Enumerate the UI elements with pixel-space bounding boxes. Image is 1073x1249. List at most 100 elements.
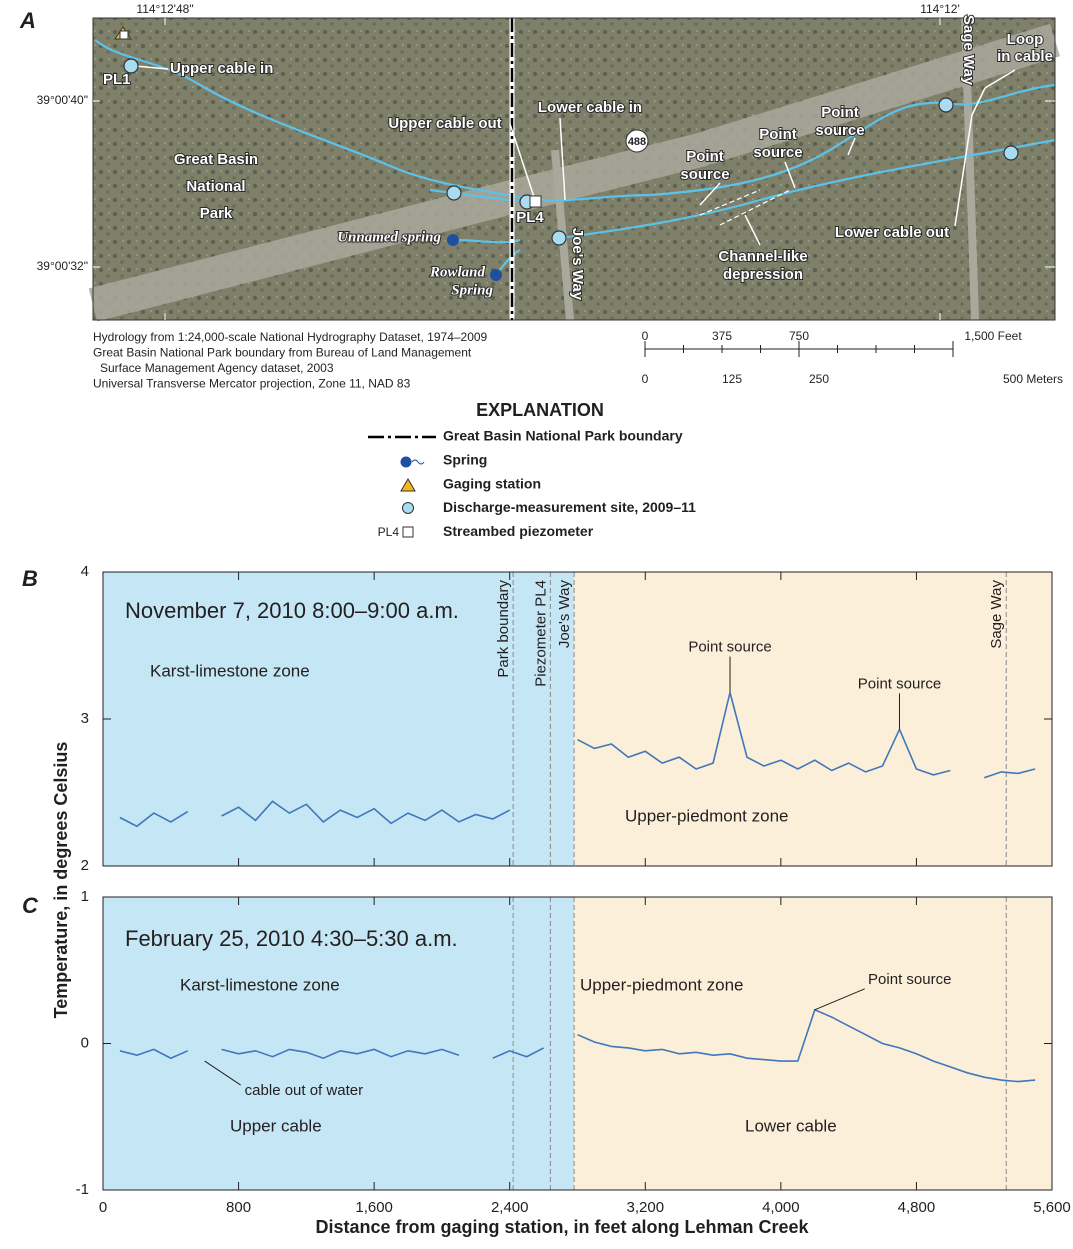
y-tick-label: 2 (81, 857, 89, 874)
temperature-line (119, 1008, 1036, 1083)
road (961, 17, 979, 321)
y-axis-label: Temperature, in degrees Celsius (51, 742, 71, 1019)
map-label: source (680, 166, 729, 183)
x-tick-label: 5,600 (1033, 1199, 1071, 1216)
legend-spring-tail (411, 459, 425, 465)
scale-label: 0 (642, 329, 649, 343)
explanation-tag: PL4 (378, 525, 400, 539)
leaders (134, 65, 1016, 246)
map-label: Upper cable in (170, 60, 273, 77)
scale-label: 375 (712, 329, 732, 343)
y-tick-label: -1 (76, 1181, 89, 1198)
credit-line: Great Basin National Park boundary from … (93, 346, 472, 360)
piezometer (119, 30, 129, 40)
legend-gaging (400, 478, 416, 492)
credit-line: Hydrology from 1:24,000-scale National H… (93, 330, 488, 344)
depression (699, 189, 791, 226)
y-tick-label: 0 (81, 1034, 89, 1051)
map-label: Spring (451, 282, 493, 298)
map-label: Park (200, 205, 233, 222)
credit-line: Universal Transverse Mercator projection… (93, 377, 411, 391)
x-tick-label: 4,800 (898, 1199, 936, 1216)
zone-label: Karst-limestone zone (150, 661, 310, 680)
map-label: Upper cable out (388, 115, 501, 132)
map-label: Unnamed spring (337, 229, 441, 245)
annotation: cable out of water (245, 1082, 363, 1099)
annotation: Point source (858, 675, 941, 692)
coordinate-label: 39°00'32" (37, 259, 88, 273)
panel-letter: B (22, 566, 38, 591)
legend-symbols (368, 435, 436, 538)
annotation: Point source (868, 971, 951, 988)
x-tick-label: 800 (226, 1199, 251, 1216)
map-label: source (815, 122, 864, 139)
route-shield (625, 129, 649, 153)
map-label: PL4 (516, 209, 544, 226)
note: Upper cable (230, 1116, 322, 1135)
annotation-leader (204, 1060, 241, 1086)
zone-label: Upper-piedmont zone (580, 975, 743, 994)
reference-label: Sage Way (988, 580, 1005, 649)
spring (447, 234, 459, 246)
coordinate-label: 39°00'40" (37, 93, 88, 107)
map-border (92, 17, 1056, 321)
explanation-item: Discharge-measurement site, 2009–11 (443, 499, 696, 515)
discharge-site (551, 230, 567, 246)
x-tick-label: 1,600 (355, 1199, 393, 1216)
markers (114, 26, 1019, 281)
zone-label: Karst-limestone zone (180, 975, 340, 994)
piezometer (529, 195, 542, 208)
map-label: depression (723, 266, 803, 283)
coordinate-label: 114°12'48" (136, 2, 193, 16)
explanation-item: Gaging station (443, 475, 541, 491)
map-label: Lower cable in (538, 99, 642, 116)
temperature-line (119, 692, 1036, 828)
y-tick-label: 1 (81, 888, 89, 905)
discharge-site (123, 58, 139, 74)
explanation-item: Great Basin National Park boundary (443, 428, 683, 444)
explanation-item: Streambed piezometer (443, 523, 594, 539)
map-label: in cable (997, 48, 1053, 65)
map-label: Rowland (429, 264, 486, 280)
panel-letter: A (19, 8, 36, 33)
annotation: Point source (688, 639, 771, 656)
coordinate-label: 114°12' (920, 2, 960, 16)
legend-discharge (402, 502, 414, 514)
x-axis-label: Distance from gaging station, in feet al… (315, 1217, 809, 1237)
map (88, 17, 1061, 322)
x-tick-label: 3,200 (627, 1199, 665, 1216)
zone (103, 897, 575, 1190)
legend-spring (400, 456, 412, 468)
scale-label: 0 (642, 372, 649, 386)
map-label: Point (759, 126, 797, 143)
map-label: Point (686, 148, 724, 165)
scale-label: 1,500 Feet (964, 329, 1022, 343)
map-label: 488 (628, 136, 646, 148)
explanation-item: Spring (443, 452, 487, 468)
x-tick-label: 0 (99, 1199, 107, 1216)
zone (574, 572, 1052, 866)
scale-label: 250 (809, 372, 829, 386)
map-label: National (186, 178, 245, 195)
reference-label: Piezometer PL4 (532, 580, 549, 687)
discharge-site (446, 185, 462, 201)
y-tick-label: 4 (81, 563, 89, 580)
map-label: Lower cable out (835, 224, 949, 241)
scale-label: 500 Meters (1003, 372, 1063, 386)
discharge-site (1003, 145, 1019, 161)
map-label: Channel-like (718, 248, 807, 265)
reference-label: Joe's Way (556, 580, 573, 649)
map-label: Joe's Way (569, 228, 586, 301)
chart-title: February 25, 2010 4:30–5:30 a.m. (125, 926, 458, 951)
map-label: source (753, 144, 802, 161)
reference-label: Park boundary (495, 580, 512, 678)
y-tick-label: 3 (81, 710, 89, 727)
scale-label: 125 (722, 372, 742, 386)
map-label: Point (821, 104, 859, 121)
road (88, 23, 1061, 322)
x-tick-label: 2,400 (491, 1199, 529, 1216)
map-label: Great Basin (174, 151, 258, 168)
legend-piezometer (402, 526, 414, 538)
